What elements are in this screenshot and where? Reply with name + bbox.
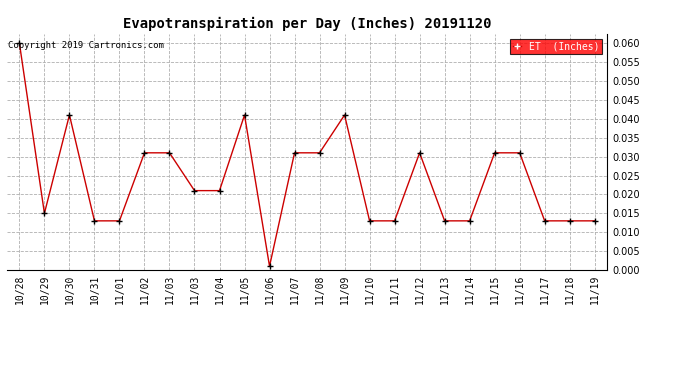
Legend: ET  (Inches): ET (Inches) — [511, 39, 602, 54]
Text: Copyright 2019 Cartronics.com: Copyright 2019 Cartronics.com — [8, 41, 164, 50]
Title: Evapotranspiration per Day (Inches) 20191120: Evapotranspiration per Day (Inches) 2019… — [123, 17, 491, 31]
